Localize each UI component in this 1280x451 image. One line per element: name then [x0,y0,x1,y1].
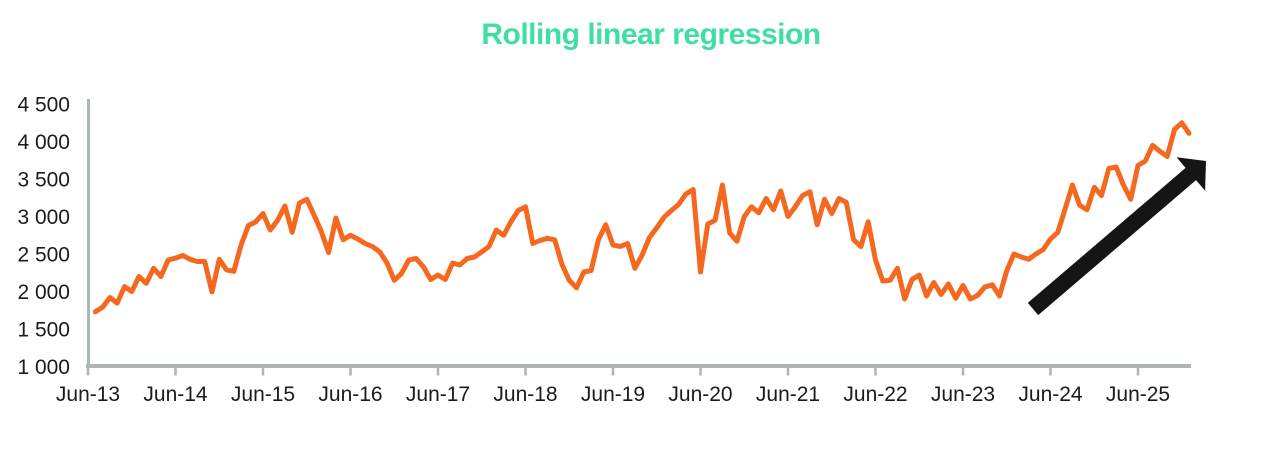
series-line [92,120,1192,315]
x-axis-label: Jun-15 [231,383,295,406]
x-axis-label: Jun-18 [493,383,557,406]
x-tick-marks [86,366,1140,376]
y-axis-label: 3 500 [17,169,70,192]
y-axis-labels: 1 000 1 500 2 000 2 500 3 000 3 500 4 000 4 500 [17,94,70,380]
y-axis-label: 4 500 [17,94,70,117]
x-axis-label: Jun-14 [143,383,208,406]
x-axis-label: Jun-24 [1018,383,1083,406]
x-axis-label: Jun-25 [1106,383,1170,406]
upward-trend-arrow-icon [1027,157,1206,316]
chart-title: Rolling linear regression [481,18,821,51]
x-axis-label: Jun-19 [581,383,645,406]
x-axis-label: Jun-21 [756,383,820,406]
x-axis-label: Jun-22 [843,383,907,406]
y-axis-label: 2 500 [17,244,70,267]
y-axis-label: 4 000 [17,131,70,154]
y-axis-label: 2 000 [17,281,70,304]
x-axis-label: Jun-13 [56,383,120,406]
y-axis-label: 3 000 [17,206,70,229]
y-axis-label: 1 000 [17,356,70,379]
x-axis-label: Jun-16 [318,383,382,406]
y-axis-label: 1 500 [17,319,70,342]
axes [86,99,1191,368]
x-axis-label: Jun-23 [931,383,995,406]
x-axis-labels: Jun-13 Jun-14 Jun-15 Jun-16 Jun-17 Jun-18 Jun-… [56,383,1170,406]
x-axis-label: Jun-20 [668,383,732,406]
x-axis-label: Jun-17 [406,383,470,406]
